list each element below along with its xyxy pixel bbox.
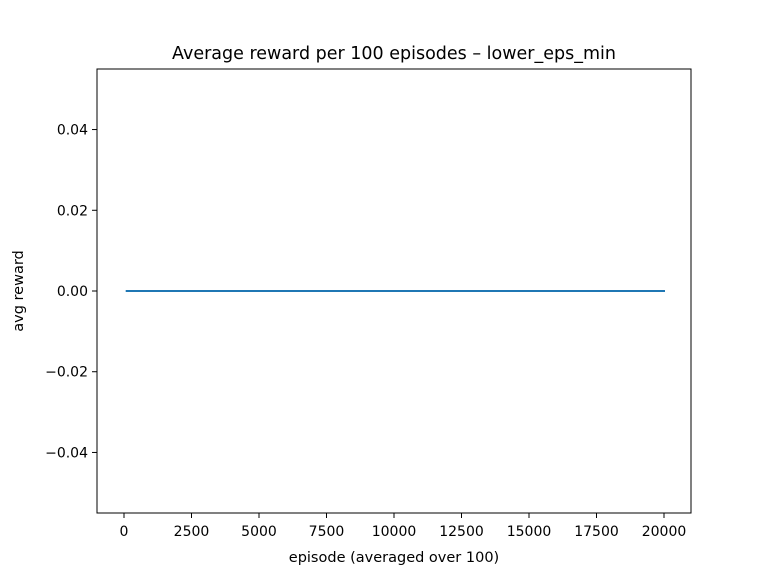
x-axis-label: episode (averaged over 100)	[289, 550, 499, 566]
y-axis-label: avg reward	[11, 250, 27, 332]
y-tick-label: 0.04	[57, 123, 88, 139]
x-tick-label: 0	[120, 524, 129, 540]
x-tick-label: 7500	[309, 524, 345, 540]
y-tick-label: 0.02	[57, 203, 88, 219]
x-tick-label: 10000	[372, 524, 417, 540]
y-axis: −0.04 −0.02 0.00 0.02 0.04	[45, 123, 97, 461]
x-tick-label: 20000	[642, 524, 687, 540]
x-tick-label: 15000	[507, 524, 552, 540]
x-tick-label: 2500	[174, 524, 210, 540]
y-tick-label: 0.00	[57, 284, 88, 300]
x-tick-label: 12500	[439, 524, 484, 540]
x-tick-label: 17500	[574, 524, 619, 540]
y-tick-label: −0.04	[45, 445, 88, 461]
x-tick-label: 5000	[241, 524, 277, 540]
chart-title: Average reward per 100 episodes – lower_…	[172, 44, 616, 64]
x-axis: 0 2500 5000 7500 10000 12500 15000 17500 20000	[120, 513, 687, 540]
y-tick-label: −0.02	[45, 365, 88, 381]
